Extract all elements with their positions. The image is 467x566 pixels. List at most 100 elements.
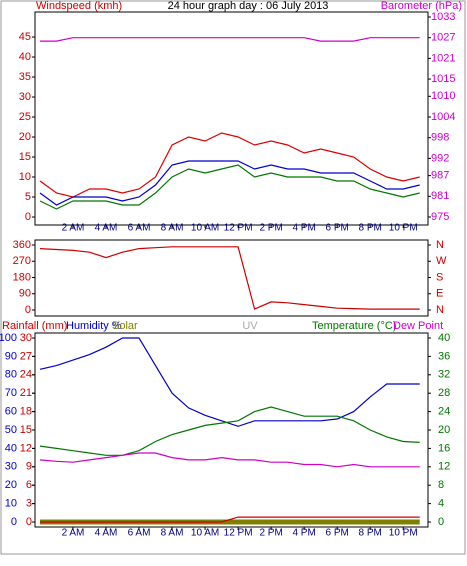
y2-tick-label: 1027 — [431, 32, 455, 44]
y-tick-label: 15 — [19, 151, 31, 163]
x-tick-label: 6 PM — [326, 223, 349, 234]
y-tick-label: 0 — [25, 304, 31, 316]
series-line — [39, 164, 420, 210]
header-label: Rainfall (mm) — [2, 320, 67, 332]
x-tick-label: 12 PM — [224, 528, 253, 539]
y-tick-label: 270 — [13, 255, 31, 267]
chart-title: 24 hour graph day : 06 July 2013 — [168, 0, 329, 12]
x-tick-label: 6 PM — [326, 528, 349, 539]
y-tick-label: 90 — [19, 288, 31, 300]
x-tick-label: 4 AM — [95, 528, 118, 539]
x-tick-label: 12 PM — [224, 223, 253, 234]
x-tick-label: 8 AM — [161, 528, 184, 539]
y-tick-label: 100 — [0, 332, 17, 344]
y-tick-label: 30 — [19, 91, 31, 103]
y2-tick-label: 0 — [438, 516, 444, 528]
header-label: Temperature (°C) — [312, 320, 396, 332]
y-tick-label: 30 — [5, 461, 17, 473]
x-tick-label: 2 PM — [259, 223, 282, 234]
x-tick-label: 10 AM — [191, 528, 219, 539]
y2-tick-label: 1021 — [431, 52, 455, 64]
x-tick-label: 10 PM — [389, 528, 418, 539]
y-tick-label: 40 — [5, 442, 17, 454]
y-tick-label: 40 — [19, 51, 31, 63]
series-line — [40, 516, 420, 523]
y-tick-label: 45 — [19, 31, 31, 43]
y3-tick-label: 12 — [20, 442, 32, 454]
y-tick-label: 20 — [5, 479, 17, 491]
plot-frame — [34, 11, 429, 226]
y2-tick-label: 981 — [431, 190, 449, 202]
x-tick-label: 2 AM — [62, 223, 85, 234]
y2-tick-label: 16 — [438, 442, 450, 454]
y3-tick-label: 9 — [26, 461, 32, 473]
y2-tick-label: 975 — [431, 211, 449, 223]
series-line — [40, 37, 420, 42]
y3-tick-label: 3 — [26, 498, 32, 510]
y2-tick-label: W — [436, 255, 447, 267]
x-tick-label: 8 PM — [359, 528, 382, 539]
x-tick-label: 2 PM — [259, 528, 282, 539]
y-tick-label: 0 — [11, 516, 17, 528]
header-label: UV — [242, 320, 258, 332]
y2-tick-label: 1010 — [431, 90, 455, 102]
y3-tick-label: 24 — [20, 369, 32, 381]
y2-tick-label: 12 — [438, 461, 450, 473]
series-line — [39, 160, 420, 206]
y-tick-label: 20 — [19, 131, 31, 143]
header-label: Solar — [112, 320, 138, 332]
y-axis-title: Windspeed (kmh) — [36, 0, 122, 12]
y-tick-label: 60 — [5, 406, 17, 418]
y-tick-label: 35 — [19, 71, 31, 83]
y-tick-label: 80 — [5, 369, 17, 381]
x-tick-label: 6 AM — [128, 223, 151, 234]
y-tick-label: 0 — [25, 211, 31, 223]
y3-tick-label: 15 — [20, 424, 32, 436]
y2-tick-label: 987 — [431, 170, 449, 182]
y-tick-label: 5 — [25, 191, 31, 203]
x-tick-label: 4 AM — [95, 223, 118, 234]
y-tick-label: 90 — [5, 350, 17, 362]
y-tick-label: 10 — [5, 498, 17, 510]
x-tick-label: 10 PM — [389, 223, 418, 234]
y2-tick-label: 36 — [438, 350, 450, 362]
y-tick-label: 360 — [13, 239, 31, 251]
x-tick-label: 4 PM — [292, 528, 315, 539]
y2-tick-label: E — [436, 288, 443, 300]
y-tick-label: 50 — [5, 424, 17, 436]
x-tick-label: 8 PM — [359, 223, 382, 234]
y2-tick-label: 992 — [431, 152, 449, 164]
y-tick-label: 25 — [19, 111, 31, 123]
x-tick-label: 6 AM — [128, 528, 151, 539]
y2-tick-label: 998 — [431, 132, 449, 144]
y2-tick-label: 20 — [438, 424, 450, 436]
y-tick-label: 10 — [19, 171, 31, 183]
y2-tick-label: N — [436, 304, 444, 316]
y2-tick-label: 24 — [438, 406, 450, 418]
y-tick-label: 180 — [13, 271, 31, 283]
y3-tick-label: 6 — [26, 479, 32, 491]
y2-tick-label: N — [436, 239, 444, 251]
y2-tick-label: 1033 — [431, 11, 455, 23]
series-line — [39, 452, 420, 468]
y2-tick-label: 1015 — [431, 73, 455, 85]
y3-tick-label: 18 — [20, 406, 32, 418]
series-line — [39, 406, 420, 456]
y3-tick-label: 0 — [26, 516, 32, 528]
y2-tick-label: 28 — [438, 387, 450, 399]
y3-tick-label: 30 — [20, 332, 32, 344]
x-tick-label: 4 PM — [292, 223, 315, 234]
series-line — [39, 246, 420, 310]
series-line — [39, 132, 420, 198]
y2-tick-label: 40 — [438, 332, 450, 344]
x-tick-label: 2 AM — [62, 528, 85, 539]
series-line — [39, 337, 420, 427]
y2-tick-label: S — [436, 271, 443, 283]
header-label: Dew Point — [393, 320, 443, 332]
y-tick-label: 70 — [5, 387, 17, 399]
y2-axis-title: Barometer (hPa) — [381, 0, 462, 12]
x-tick-label: 8 AM — [161, 223, 184, 234]
y2-tick-label: 4 — [438, 498, 444, 510]
y2-tick-label: 1004 — [431, 111, 455, 123]
